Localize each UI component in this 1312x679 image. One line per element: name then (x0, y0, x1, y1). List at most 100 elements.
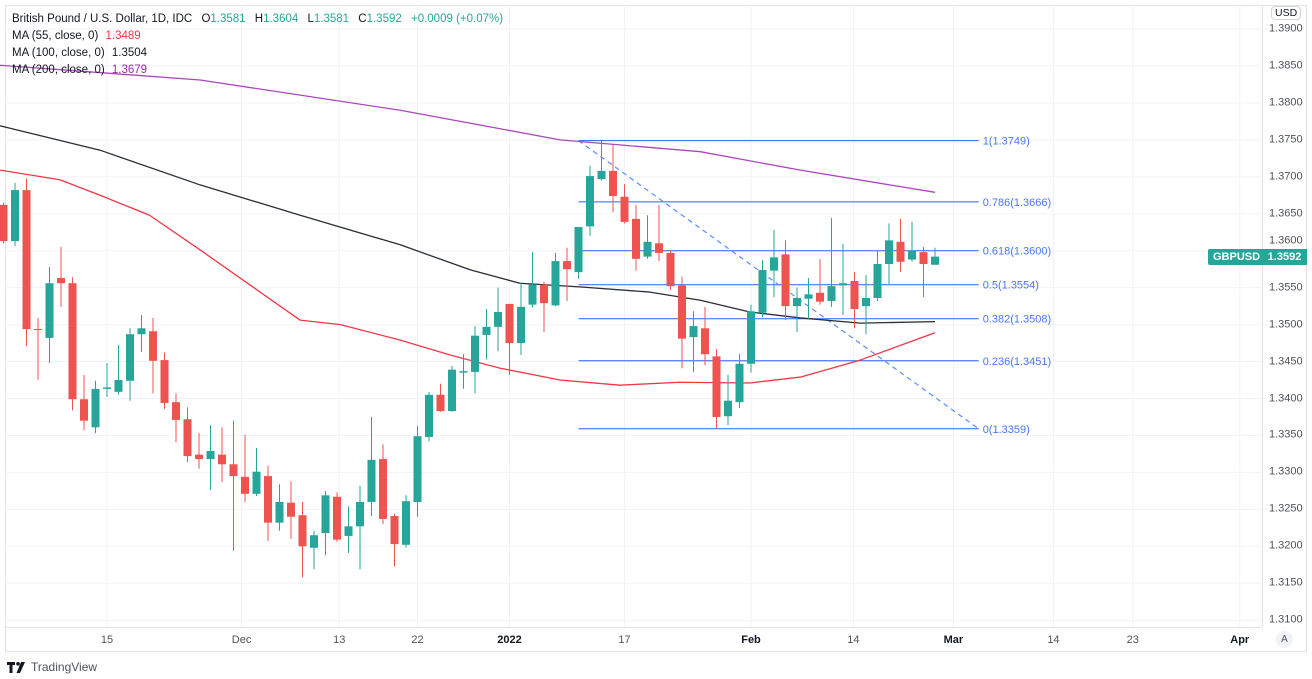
price-tick-label: 1.3800 (1269, 96, 1303, 109)
price-axis[interactable]: 1.3100 1.3150 1.3200 1.3250 1.3300 1.3350 1.34… (1262, 5, 1308, 627)
candle-body (689, 326, 698, 338)
candle-up (471, 326, 479, 394)
time-tick-label: 14 (1047, 634, 1060, 646)
auto-scale-button[interactable]: A (1276, 631, 1293, 648)
ma100-legend-row[interactable]: MA (100, close, 0) 1.3504 (12, 45, 503, 62)
symbol-legend-row[interactable]: British Pound / U.S. Dollar, 1D, IDC O1.… (12, 11, 503, 28)
candle-up (413, 425, 422, 517)
candle-down (68, 277, 77, 411)
fibonacci-retracement[interactable]: 1(1.3749) 0.786(1.3666) 0.618(1.3600) 0.5(1… (578, 136, 1052, 436)
candle-body (80, 399, 88, 421)
candle-up (206, 425, 215, 491)
fib-level-label: 0(1.3359) (983, 424, 1030, 436)
candle-body (402, 501, 410, 545)
chart-plot-area[interactable]: 1(1.3749) 0.786(1.3666) 0.618(1.3600) 0.5(1… (0, 0, 1262, 627)
candle-up (517, 283, 525, 355)
ma100-line (0, 125, 936, 324)
ma200-value: 1.3679 (111, 64, 148, 76)
candle-body (701, 328, 709, 355)
last-price-tag: 1.3592 (1262, 249, 1307, 265)
candle-body (482, 326, 491, 335)
candle-up (758, 260, 767, 318)
ma55-line (0, 169, 936, 386)
candle-body (172, 402, 180, 420)
ma55-legend-row[interactable]: MA (55, close, 0) 1.3489 (12, 28, 503, 45)
fib-level-label: 0.786(1.3666) (983, 197, 1051, 209)
candle-body (862, 297, 870, 307)
candle-body (390, 516, 399, 545)
change-value: +0.0009 (+0.07%) (410, 13, 504, 25)
candle-up (873, 250, 882, 301)
price-tick-label: 1.3550 (1269, 281, 1303, 294)
candle-up (367, 416, 376, 517)
candle-down (22, 178, 31, 347)
price-tick-label: 1.3150 (1269, 576, 1303, 589)
tradingview-logo[interactable]: TradingView (7, 660, 97, 674)
candle-body (68, 283, 77, 400)
candle-body (45, 283, 54, 338)
candle-down (34, 317, 42, 381)
candle-up (597, 140, 606, 181)
time-tick-label: 23 (1126, 634, 1139, 646)
candle-body (241, 476, 249, 494)
price-tick-label: 1.3900 (1269, 22, 1303, 35)
candle-body (758, 269, 767, 313)
candle-down (333, 492, 341, 542)
price-tick-label: 1.3350 (1269, 428, 1303, 441)
ma200-legend-row[interactable]: MA (200, close, 0) 1.3679 (12, 62, 503, 79)
candle-body (471, 335, 479, 372)
fib-level-label: 0.618(1.3600) (983, 246, 1051, 258)
open-value: 1.3581 (210, 13, 246, 25)
candle-up (793, 287, 801, 332)
candle-down (919, 247, 928, 298)
candle-body (540, 284, 548, 304)
candle-down (632, 204, 640, 271)
candle-body (609, 170, 617, 197)
candle-body (333, 496, 341, 540)
candle-up (275, 484, 284, 531)
candle-down (436, 383, 445, 412)
candle-up (908, 221, 916, 262)
price-tick-label: 1.3750 (1269, 133, 1303, 146)
ma100-label: MA (100, close, 0) (12, 47, 105, 59)
candle-up (551, 252, 560, 307)
candle-body (287, 502, 295, 517)
candle-body (931, 256, 939, 265)
fib-level-label: 0.5(1.3554) (983, 280, 1039, 292)
candle-body (34, 329, 42, 331)
candle-body (678, 285, 686, 339)
candle-up (574, 227, 583, 279)
candle-up (425, 391, 433, 442)
candle-body (149, 331, 157, 361)
candle-up (770, 230, 778, 298)
candle-body (793, 297, 801, 307)
time-tick-label: 13 (333, 634, 346, 646)
symbol-title: British Pound / U.S. Dollar, 1D, IDC (12, 13, 193, 25)
candle-up (252, 448, 261, 497)
tradingview-logo-icon (7, 661, 25, 673)
candle-body (643, 241, 652, 257)
candle-up (91, 380, 100, 434)
ma200-line (0, 64, 936, 193)
candle-body (850, 280, 859, 310)
candle-body (103, 387, 111, 389)
candle-down (264, 465, 272, 542)
time-axis[interactable]: 15 Dec 13 22 2022 17 Feb 14 Mar 14 23 Apr (5, 627, 1262, 653)
candle-down (218, 427, 226, 483)
candle-down (390, 513, 399, 567)
candle-up (643, 215, 652, 259)
candle-body (22, 190, 31, 330)
candle-up (839, 244, 847, 315)
moving-averages (0, 64, 936, 386)
candle-body (310, 535, 318, 548)
price-tick-label: 1.3450 (1269, 355, 1303, 368)
candle-down (781, 240, 790, 321)
candle-body (574, 227, 583, 273)
candle-up (494, 287, 502, 352)
candle-up (931, 247, 939, 265)
candle-up (137, 314, 146, 352)
candle-body (183, 419, 192, 457)
currency-button[interactable]: USD (1271, 6, 1302, 20)
close-label: C (358, 13, 367, 25)
candle-up (735, 354, 744, 409)
